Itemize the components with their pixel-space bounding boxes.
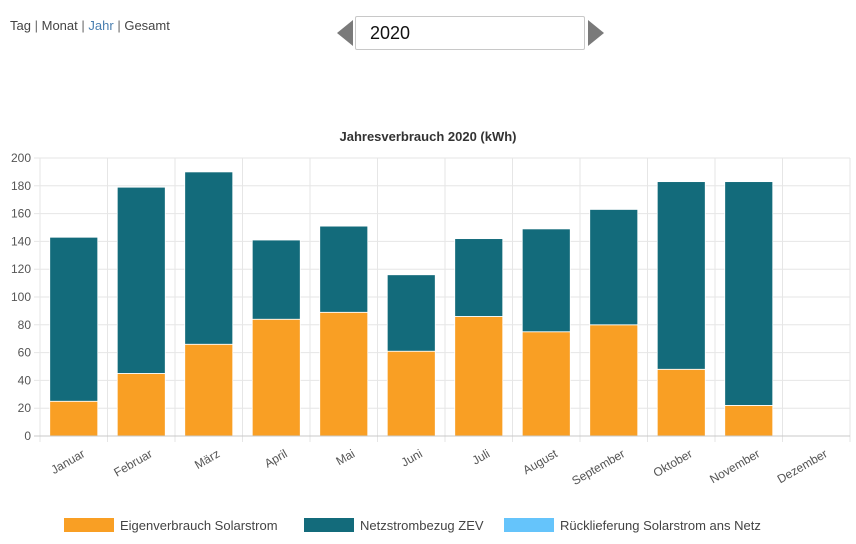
x-tick-label: Mai bbox=[333, 446, 357, 468]
bar-netzstrom[interactable] bbox=[521, 228, 571, 333]
bar-netzstrom[interactable] bbox=[184, 171, 234, 345]
bar-netzstrom[interactable] bbox=[454, 238, 504, 317]
y-tick-label: 60 bbox=[18, 346, 32, 360]
year-input[interactable] bbox=[355, 16, 585, 50]
nav-jahr[interactable]: Jahr bbox=[88, 18, 114, 33]
x-tick-label: Juli bbox=[470, 446, 493, 467]
x-tick-label: November bbox=[707, 446, 762, 486]
y-tick-label: 200 bbox=[11, 151, 31, 165]
triangle-left-icon[interactable] bbox=[337, 20, 353, 46]
nav-separator: | bbox=[117, 18, 121, 33]
x-tick-label: Juni bbox=[399, 446, 425, 469]
bar-eigenverbrauch[interactable] bbox=[319, 311, 369, 437]
legend-label[interactable]: Eigenverbrauch Solarstrom bbox=[120, 518, 278, 533]
bar-eigenverbrauch[interactable] bbox=[116, 373, 166, 437]
x-tick-label: August bbox=[520, 446, 560, 477]
bar-netzstrom[interactable] bbox=[386, 274, 436, 352]
legend-swatch[interactable] bbox=[304, 518, 354, 532]
x-tick-label: Oktober bbox=[651, 446, 695, 479]
legend-label[interactable]: Netzstrombezug ZEV bbox=[360, 518, 484, 533]
triangle-right-icon[interactable] bbox=[588, 20, 604, 46]
x-tick-label: Dezember bbox=[775, 446, 830, 486]
nav-tag[interactable]: Tag bbox=[10, 18, 31, 33]
bars bbox=[49, 171, 774, 437]
bar-eigenverbrauch[interactable] bbox=[724, 405, 774, 437]
legend-swatch[interactable] bbox=[504, 518, 554, 532]
chart-title: Jahresverbrauch 2020 (kWh) bbox=[339, 129, 516, 144]
x-tick-label: April bbox=[262, 446, 290, 470]
bar-netzstrom[interactable] bbox=[656, 181, 706, 370]
bar-eigenverbrauch[interactable] bbox=[656, 368, 706, 437]
legend-label[interactable]: Rücklieferung Solarstrom ans Netz bbox=[560, 518, 761, 533]
x-tick-label: März bbox=[192, 446, 222, 471]
bar-netzstrom[interactable] bbox=[251, 239, 301, 320]
bar-netzstrom[interactable] bbox=[319, 225, 369, 313]
bar-eigenverbrauch[interactable] bbox=[454, 316, 504, 437]
bar-netzstrom[interactable] bbox=[49, 236, 99, 402]
bar-eigenverbrauch[interactable] bbox=[251, 318, 301, 437]
y-tick-label: 100 bbox=[11, 290, 31, 304]
nav-monat[interactable]: Monat bbox=[41, 18, 78, 33]
annual-consumption-chart: Jahresverbrauch 2020 (kWh) 0 20 40 60 80 100 1… bbox=[11, 129, 851, 533]
bar-eigenverbrauch[interactable] bbox=[589, 324, 639, 437]
y-tick-label: 120 bbox=[11, 262, 31, 276]
bar-netzstrom[interactable] bbox=[116, 186, 166, 374]
x-tick-label: September bbox=[569, 446, 627, 487]
bar-eigenverbrauch[interactable] bbox=[49, 400, 99, 437]
bar-eigenverbrauch[interactable] bbox=[521, 331, 571, 437]
y-tick-label: 0 bbox=[24, 429, 31, 443]
nav-separator: | bbox=[34, 18, 38, 33]
bar-netzstrom[interactable] bbox=[589, 209, 639, 326]
period-navigation: Tag | Monat | Jahr | Gesamt bbox=[10, 18, 170, 33]
y-tick-label: 20 bbox=[18, 401, 32, 415]
chart-container: Jahresverbrauch 2020 (kWh) 0 20 40 60 80 100 1… bbox=[0, 120, 856, 539]
y-tick-label: 140 bbox=[11, 234, 31, 248]
y-tick-label: 180 bbox=[11, 179, 31, 193]
nav-gesamt[interactable]: Gesamt bbox=[124, 18, 170, 33]
y-tick-label: 40 bbox=[18, 373, 32, 387]
bar-eigenverbrauch[interactable] bbox=[386, 350, 436, 437]
legend-swatch[interactable] bbox=[64, 518, 114, 532]
x-tick-label: Januar bbox=[48, 446, 87, 476]
y-tick-label: 80 bbox=[18, 318, 32, 332]
nav-separator: | bbox=[81, 18, 85, 33]
x-tick-label: Februar bbox=[111, 446, 154, 479]
bar-netzstrom[interactable] bbox=[724, 181, 774, 406]
legend: Eigenverbrauch Solarstrom Netzstrombezug … bbox=[64, 518, 761, 533]
bar-eigenverbrauch[interactable] bbox=[184, 343, 234, 437]
y-tick-label: 160 bbox=[11, 207, 31, 221]
